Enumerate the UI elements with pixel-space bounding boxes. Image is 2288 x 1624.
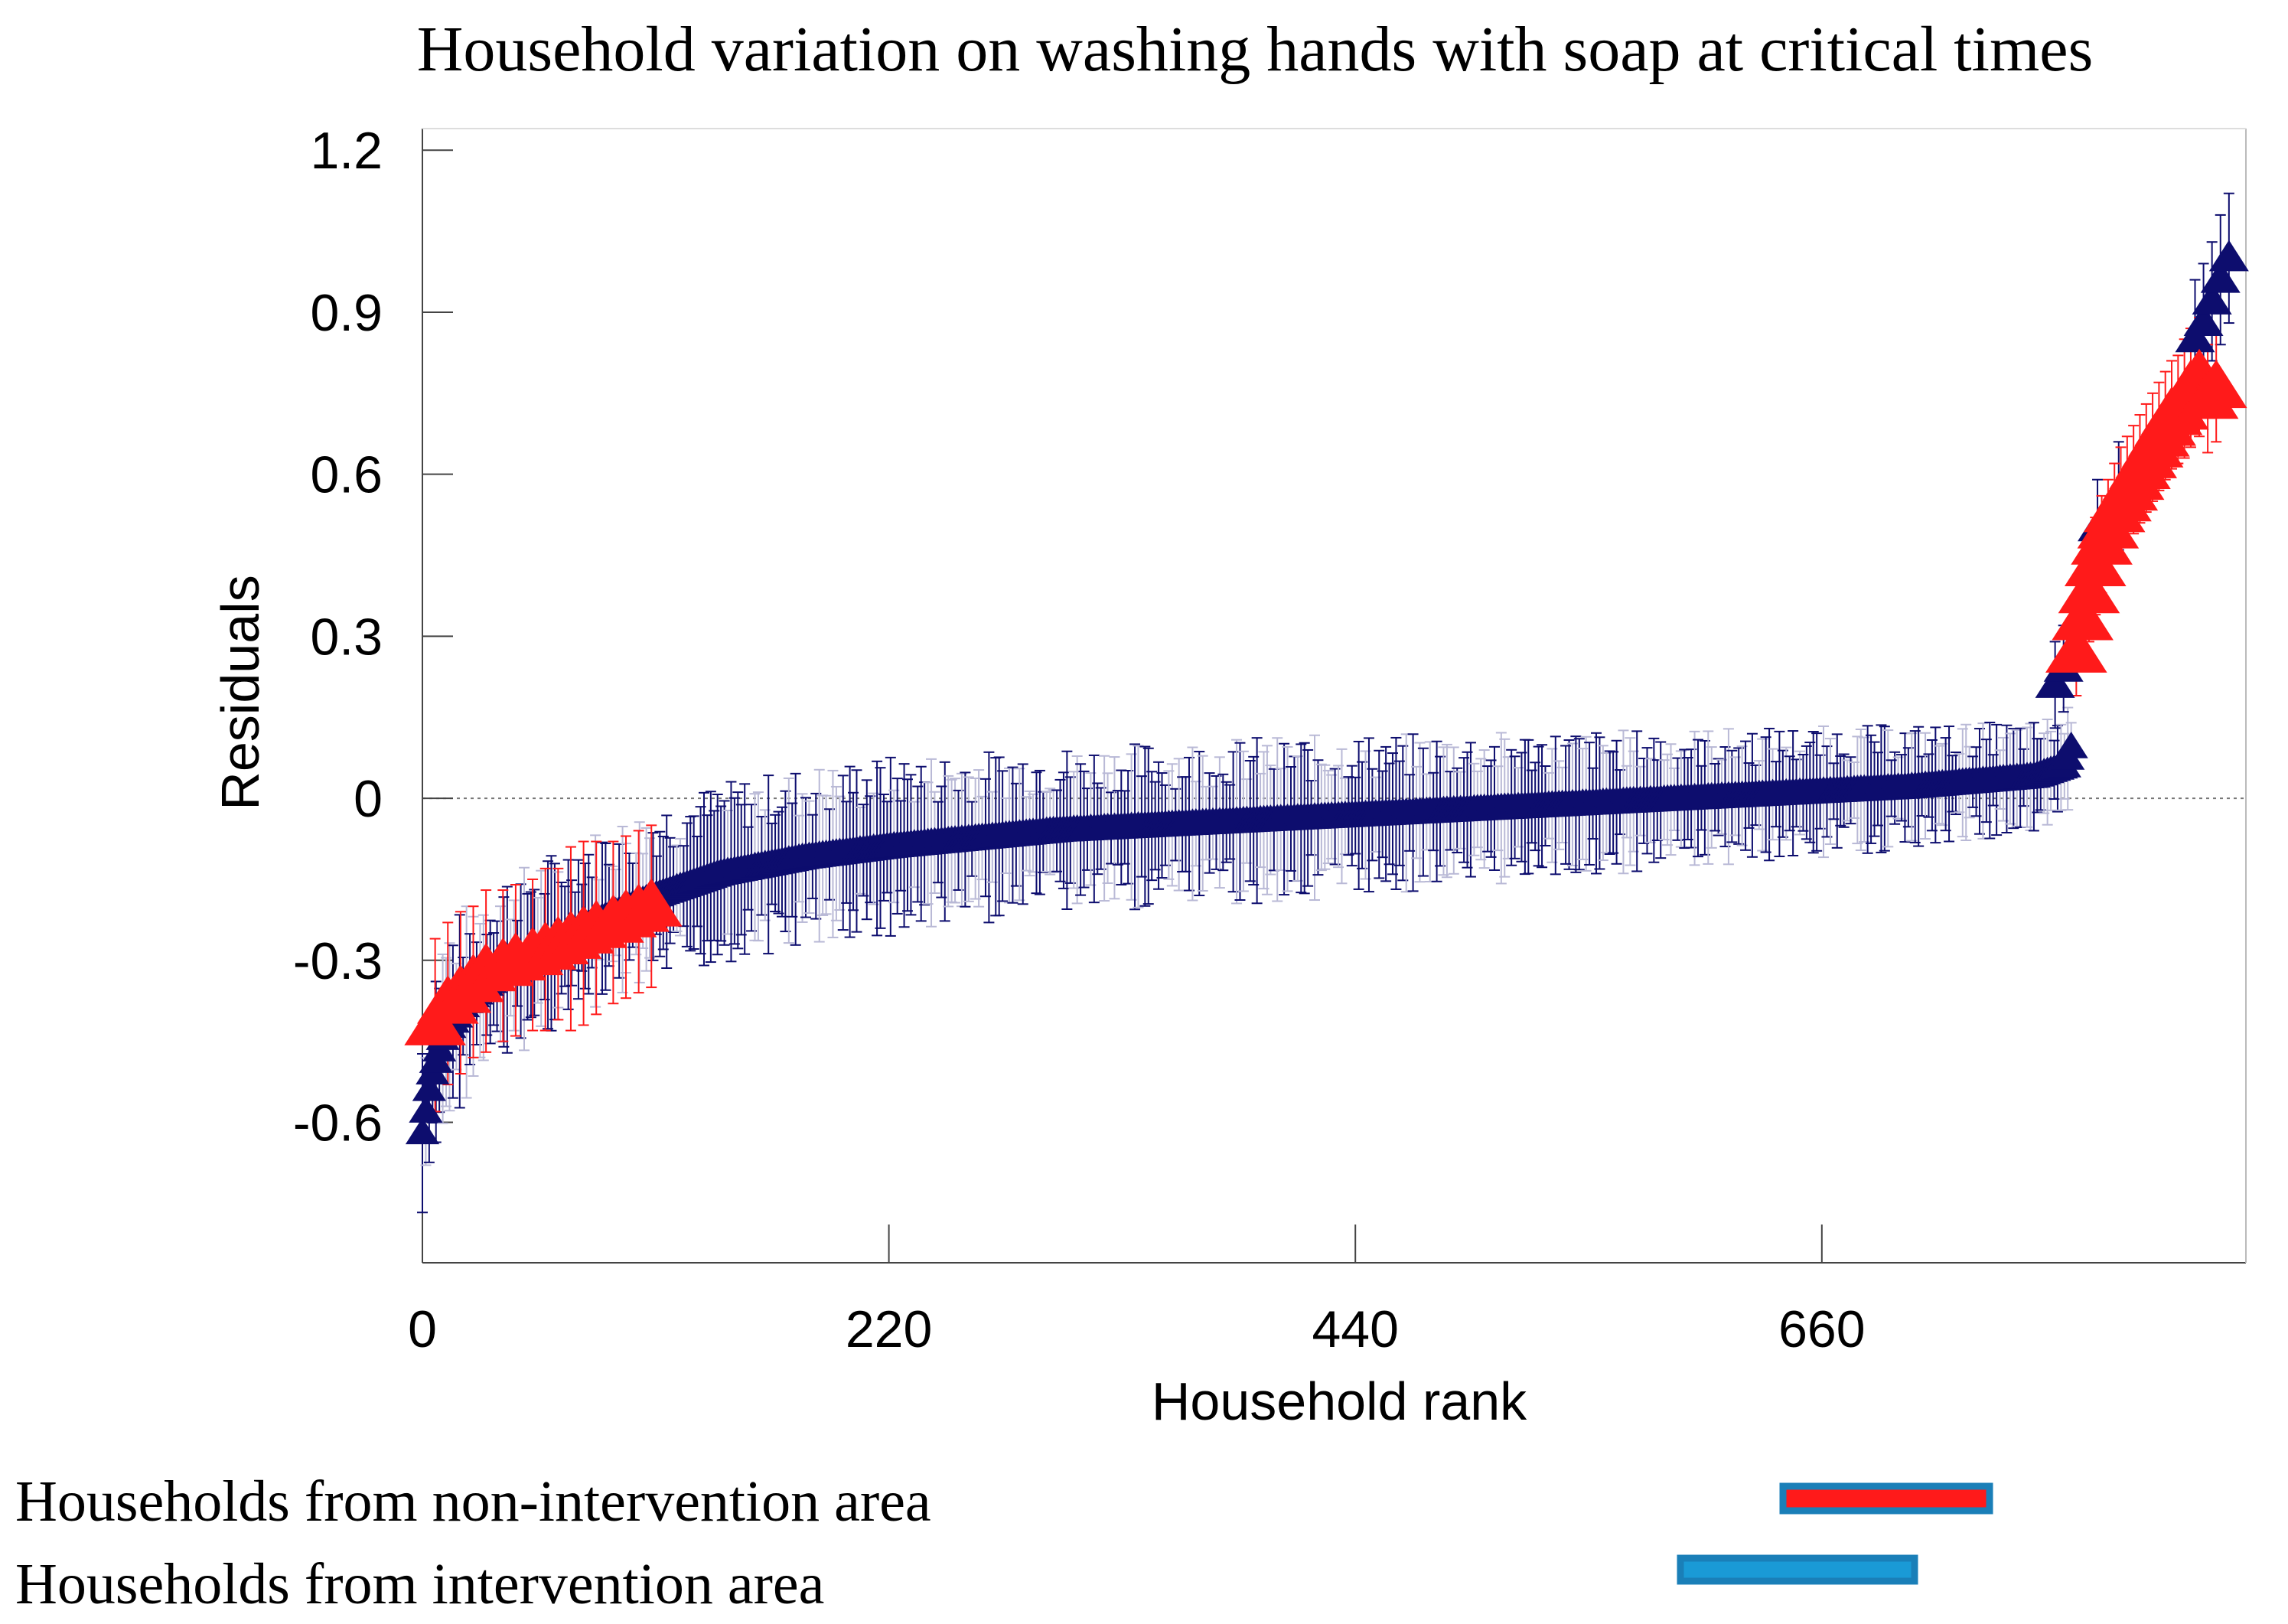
y-tick-label: -0.6 xyxy=(293,1094,383,1153)
x-tick-label: 440 xyxy=(1312,1300,1398,1358)
x-tick-label: 660 xyxy=(1778,1300,1865,1358)
non-intervention-marker xyxy=(620,878,683,927)
intervention-marker xyxy=(405,1117,440,1145)
intervention-marker xyxy=(2035,667,2075,698)
legend-label-non-intervention: Households from non-intervention area xyxy=(15,1469,931,1534)
x-tick-label: 220 xyxy=(846,1300,932,1358)
y-tick-label: 0 xyxy=(354,770,383,828)
intervention-marker xyxy=(2183,305,2224,337)
non-intervention-marker xyxy=(2058,565,2120,614)
intervention-marker xyxy=(2200,261,2241,293)
intervention-marker xyxy=(2192,283,2232,315)
non-intervention-marker xyxy=(2045,624,2107,673)
y-tick-label: 0.3 xyxy=(310,608,383,666)
non-intervention-marker xyxy=(2052,592,2114,641)
legend-swatch-non-intervention xyxy=(1779,1482,1993,1515)
y-axis: -0.6 -0.3 0 0.3 0.6 0.9 1.2 xyxy=(293,122,453,1153)
legend: Households from non-intervention area Ho… xyxy=(15,1469,1993,1616)
intervention-marker xyxy=(409,1096,443,1123)
intervention-marker xyxy=(2054,732,2088,758)
error-bars xyxy=(417,192,2234,1214)
plot-frame xyxy=(422,128,2247,1264)
y-tick-label: -0.3 xyxy=(293,932,383,990)
x-axis-label: Household rank xyxy=(1152,1371,1527,1431)
data-markers xyxy=(404,240,2249,1145)
intervention-marker xyxy=(2208,240,2249,272)
y-tick-label: 0.6 xyxy=(310,446,383,504)
y-axis-label: Residuals xyxy=(210,575,270,810)
non-intervention-marker xyxy=(2185,359,2247,409)
x-axis: 0 220 440 660 xyxy=(408,1225,1866,1358)
y-tick-label: 0.9 xyxy=(310,284,383,342)
intervention-marker xyxy=(2175,321,2215,353)
legend-swatch-intervention xyxy=(1677,1554,1918,1585)
legend-label-intervention: Households from intervention area xyxy=(15,1552,824,1616)
y-tick-label: 1.2 xyxy=(310,122,383,180)
intervention-marker xyxy=(412,1074,446,1101)
x-tick-label: 0 xyxy=(408,1300,437,1358)
chart-title: Household variation on washing hands wit… xyxy=(417,14,2094,85)
